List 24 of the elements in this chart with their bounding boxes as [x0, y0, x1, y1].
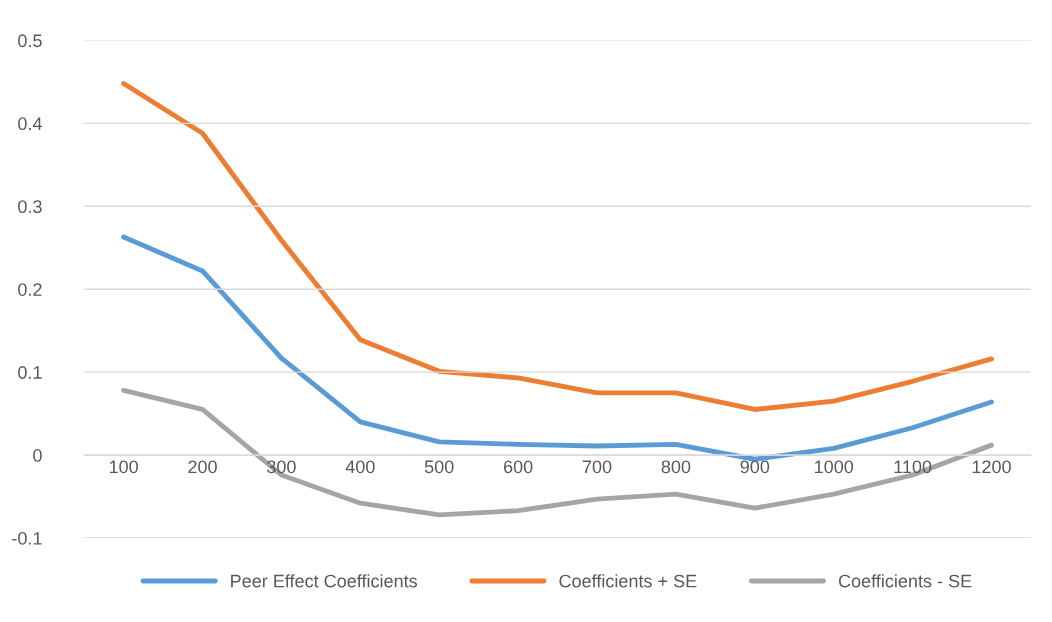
x-tick-label: 600: [503, 460, 533, 474]
x-tick-label: 100: [109, 460, 138, 474]
y-tick-label: 0: [33, 449, 42, 462]
y-tick-label: 0.2: [18, 283, 42, 296]
x-tick-label: 1000: [815, 460, 854, 474]
line-series: [121, 234, 994, 462]
y-tick-label: 0.5: [18, 34, 42, 48]
y-tick-label: 0.1: [18, 366, 42, 379]
x-tick-label: 900: [740, 460, 770, 474]
legend-label: Peer Effect Coefficients: [231, 574, 418, 588]
legend-label: Coefficients - SE: [838, 574, 972, 588]
y-tick-label: 0.3: [18, 200, 42, 214]
x-tick-label: 700: [582, 460, 612, 474]
x-tick-label: 200: [188, 460, 217, 474]
legend-label: Coefficients + SE: [559, 574, 697, 588]
x-tick-label: 400: [345, 460, 375, 474]
y-tick-label: 0.4: [18, 117, 42, 131]
line-series: [121, 81, 994, 412]
x-tick-label: 500: [424, 460, 454, 474]
x-tick-label: 1100: [894, 460, 932, 474]
x-tick-label: 800: [661, 460, 691, 474]
x-tick-label: 1200: [972, 460, 1011, 474]
x-tick-label: 300: [267, 460, 296, 474]
y-tick-label: -0.1: [12, 531, 42, 545]
